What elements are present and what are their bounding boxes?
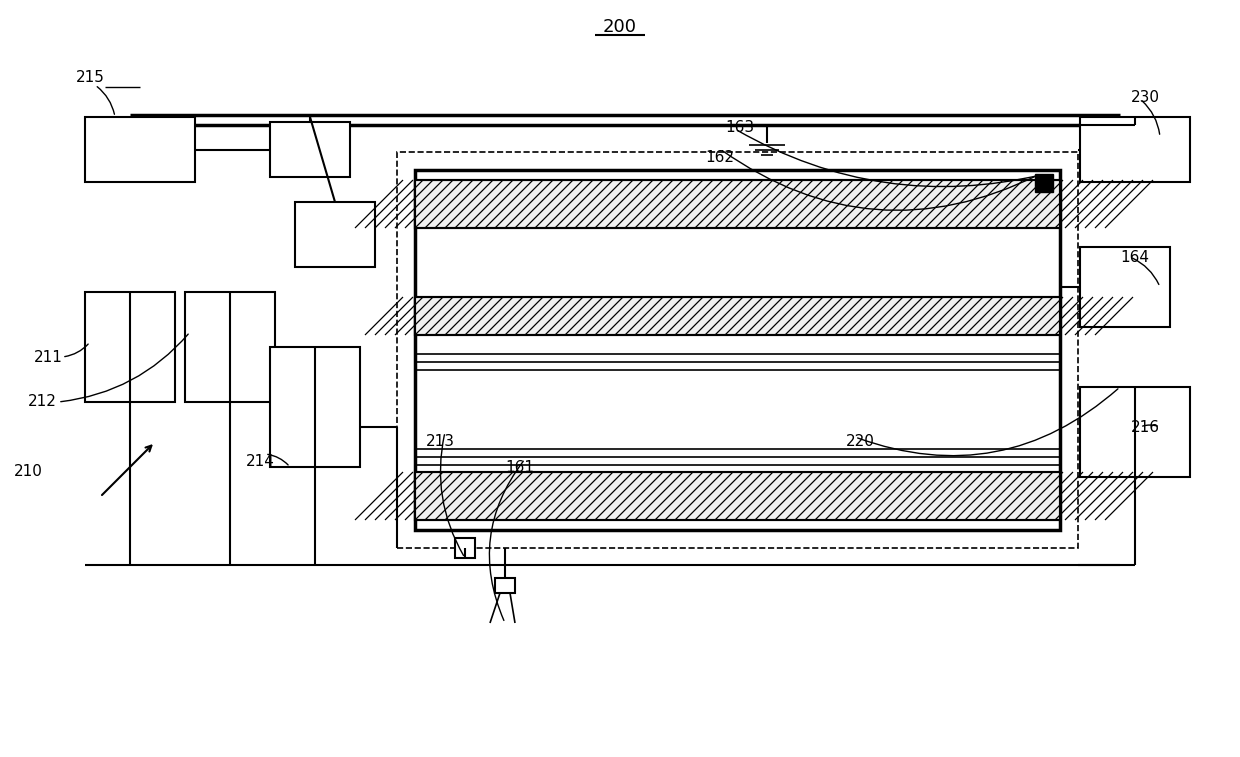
Text: 212: 212 (27, 394, 57, 410)
Bar (415, 180, 1060, 228)
Text: 210: 210 (14, 465, 42, 479)
Text: 211: 211 (33, 350, 62, 365)
Bar (1080, 247, 1171, 327)
Bar (415, 472, 1060, 520)
Text: 215: 215 (76, 70, 104, 85)
Bar (86, 292, 175, 402)
Bar (1035, 174, 1053, 192)
Bar (415, 297, 1060, 335)
Bar (1080, 117, 1190, 182)
Bar (415, 180, 1060, 228)
Bar (295, 202, 374, 267)
Bar (415, 472, 1060, 520)
Bar (415, 472, 1060, 520)
Text: 200: 200 (603, 18, 637, 36)
Bar (455, 538, 475, 558)
Bar (495, 578, 515, 593)
Text: 161: 161 (506, 459, 534, 475)
Text: 164: 164 (1121, 250, 1149, 264)
Bar (270, 347, 360, 467)
Text: 162: 162 (706, 149, 734, 164)
Bar (415, 297, 1060, 335)
Bar (415, 180, 1060, 228)
Bar (270, 122, 350, 177)
Text: 220: 220 (846, 435, 874, 450)
Bar (415, 297, 1060, 335)
Text: 213: 213 (425, 435, 455, 450)
Bar (185, 292, 275, 402)
Text: 230: 230 (1131, 89, 1159, 104)
Bar (397, 152, 1078, 548)
Text: 163: 163 (725, 120, 755, 135)
Text: 214: 214 (246, 454, 274, 469)
Bar (415, 170, 1060, 530)
Bar (86, 117, 195, 182)
Bar (1080, 387, 1190, 477)
Text: 216: 216 (1131, 419, 1159, 435)
